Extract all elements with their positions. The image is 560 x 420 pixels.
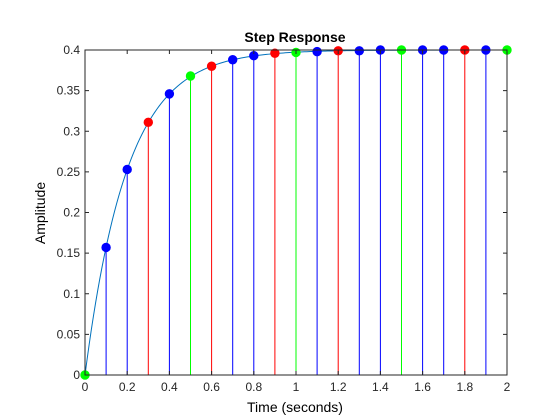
y-tick-label: 0.35 (57, 84, 81, 98)
stem-marker-1 (101, 242, 111, 253)
stem-marker-5 (185, 71, 196, 81)
x-tick-label: 1.8 (456, 380, 473, 394)
x-tick-label: 1.6 (414, 380, 431, 394)
x-tick-label: 2 (504, 380, 511, 394)
x-axis-ticks: 0 0.2 0.4 0.6 0.8 1 1.2 1.4 1.6 1.8 2 (82, 50, 511, 394)
stem-marker-7 (228, 55, 238, 65)
stem-marker-13 (354, 46, 364, 56)
y-tick-label: 0.3 (63, 124, 80, 138)
y-tick-label: 0.25 (57, 165, 81, 179)
x-tick-label: 1 (293, 380, 300, 394)
x-tick-label: 1.4 (372, 380, 389, 394)
stem-marker-11 (312, 46, 322, 57)
stem-marker-6 (206, 61, 217, 71)
stem-marker-4 (164, 89, 175, 99)
stem-marker-9 (270, 48, 280, 58)
y-tick-label: 0.4 (63, 43, 80, 57)
x-tick-label: 0.6 (203, 380, 220, 394)
x-tick-label: 0.2 (119, 380, 136, 394)
chart-title: Step Response (244, 29, 345, 45)
y-tick-label: 0.1 (63, 287, 80, 301)
stem-marker-2 (122, 164, 132, 175)
y-tick-label: 0.2 (63, 206, 80, 220)
y-tick-label: 0.05 (57, 327, 81, 341)
y-tick-label: 0.15 (57, 246, 81, 260)
x-tick-label: 1.2 (330, 380, 347, 394)
x-tick-label: 0 (82, 380, 89, 394)
y-tick-label: 0 (73, 368, 80, 382)
x-tick-label: 0.4 (161, 380, 178, 394)
x-axis-label: Time (seconds) (247, 399, 343, 415)
stem-series (105, 50, 508, 375)
stem-marker-3 (143, 117, 154, 128)
y-axis-label: Amplitude (32, 182, 48, 244)
x-tick-label: 0.8 (245, 380, 262, 394)
y-axis-ticks: 0 0.05 0.1 0.15 0.2 0.25 0.3 0.35 0.4 (57, 43, 507, 382)
